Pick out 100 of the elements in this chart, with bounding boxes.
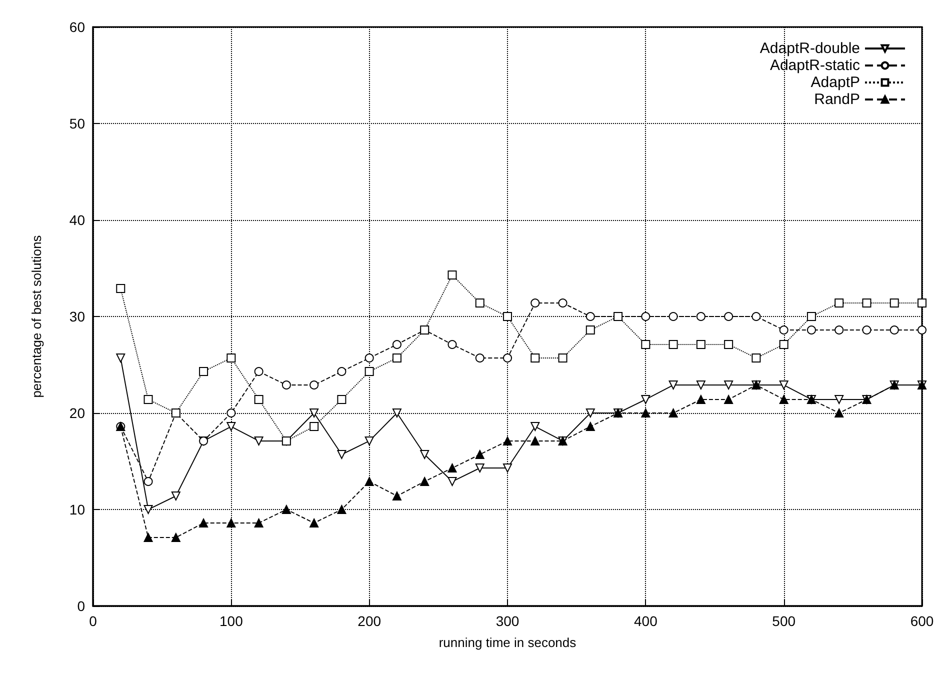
point [420,477,430,486]
point [530,422,540,432]
point [364,436,374,446]
x-tick-label: 0 [89,613,98,629]
point [171,408,180,418]
y-tick-label: 20 [69,405,86,421]
point [392,491,402,500]
point [641,312,650,321]
point [254,436,264,446]
x-axis-title: running time in seconds [438,635,577,650]
x-tick-label: 100 [219,613,244,629]
point [144,532,153,542]
point [530,353,540,362]
point [364,477,374,486]
point [448,464,457,473]
point [806,312,816,321]
legend-label: AdaptR-static [770,57,860,74]
point [503,464,512,473]
point [696,394,706,404]
point [226,422,236,432]
point [503,353,512,362]
x-tick-label: 200 [358,613,382,629]
point [226,353,236,362]
point [364,367,374,376]
x-tick-label: 600 [910,613,934,629]
point [503,436,512,446]
point [834,298,844,308]
point [475,298,484,308]
point [530,436,540,446]
point [586,408,595,418]
point [641,340,650,349]
point [696,340,706,349]
point [668,408,678,418]
point [668,340,678,349]
point [199,518,208,528]
point [558,298,568,308]
point [282,505,291,514]
y-tick-label: 30 [69,308,86,324]
point [752,312,761,321]
point [834,394,844,404]
point [834,408,844,418]
point [558,353,568,362]
point [752,353,761,362]
point [779,394,788,404]
point [668,312,678,321]
point [918,326,926,335]
legend-label: AdaptP [810,74,860,91]
point [641,394,650,404]
point [420,450,430,459]
point [503,312,512,321]
point [310,422,319,432]
point [918,298,926,308]
point [116,353,126,362]
point [586,326,595,335]
point [364,353,374,362]
y-tick-label: 0 [77,598,86,614]
point [420,326,430,335]
point [779,380,788,390]
point [199,436,208,446]
point [392,353,402,362]
y-axis-title: percentage of best solutions [29,234,44,398]
point [392,408,402,418]
y-tick-label: 50 [69,116,86,132]
point [586,312,595,321]
point [282,436,291,446]
point [614,312,623,321]
point [862,298,872,308]
point [448,477,457,486]
point [144,505,153,514]
point [310,408,319,418]
point [696,312,706,321]
x-tick-label: 300 [496,613,520,629]
y-tick-label: 60 [69,19,86,35]
point [282,380,291,390]
point [779,340,788,349]
point [475,464,484,473]
point [310,380,319,390]
point [116,284,126,294]
point [448,340,457,349]
point [226,408,236,418]
point [144,477,153,486]
point [226,518,236,528]
point [530,298,540,308]
point [310,518,319,528]
point [724,312,734,321]
point [144,394,153,404]
point [834,326,844,335]
legend-label: RandP [814,91,860,108]
point [337,367,346,376]
point [475,353,484,362]
point [779,326,788,335]
y-tick-label: 10 [69,502,86,518]
point [641,408,650,418]
point [337,394,346,404]
point [724,380,734,390]
point [199,367,208,376]
point [890,298,899,308]
y-tick-label: 40 [69,212,86,228]
point [668,380,678,390]
point [475,450,484,459]
